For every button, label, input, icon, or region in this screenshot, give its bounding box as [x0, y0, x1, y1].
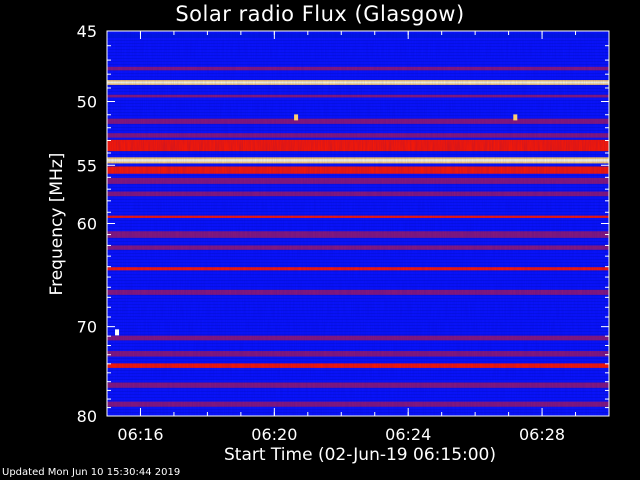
- y-tick-label: 45: [77, 22, 97, 41]
- burst-point: [513, 114, 518, 121]
- y-tick-label: 50: [77, 93, 97, 112]
- chart-title: Solar radio Flux (Glasgow): [175, 2, 465, 26]
- x-tick-label: 06:28: [519, 425, 565, 444]
- y-tick-label: 55: [77, 156, 97, 175]
- burst-point: [294, 114, 299, 121]
- y-tick-label: 80: [77, 407, 97, 426]
- updated-timestamp: Updated Mon Jun 10 15:30:44 2019: [2, 467, 181, 478]
- x-tick-label: 06:16: [117, 425, 163, 444]
- x-tick-label: 06:20: [251, 425, 297, 444]
- y-tick-label: 60: [77, 215, 97, 234]
- heatmap-area: [107, 31, 609, 416]
- burst-point: [115, 329, 120, 336]
- axes: 45 50 55 60 70 80 06:16 06:20 06:24 06:28: [77, 22, 610, 444]
- y-tick-label: 70: [77, 318, 97, 337]
- x-tick-label: 06:24: [385, 425, 431, 444]
- x-axis-label: Start Time (02-Jun-19 06:15:00): [224, 445, 496, 465]
- noise-texture: [107, 31, 609, 416]
